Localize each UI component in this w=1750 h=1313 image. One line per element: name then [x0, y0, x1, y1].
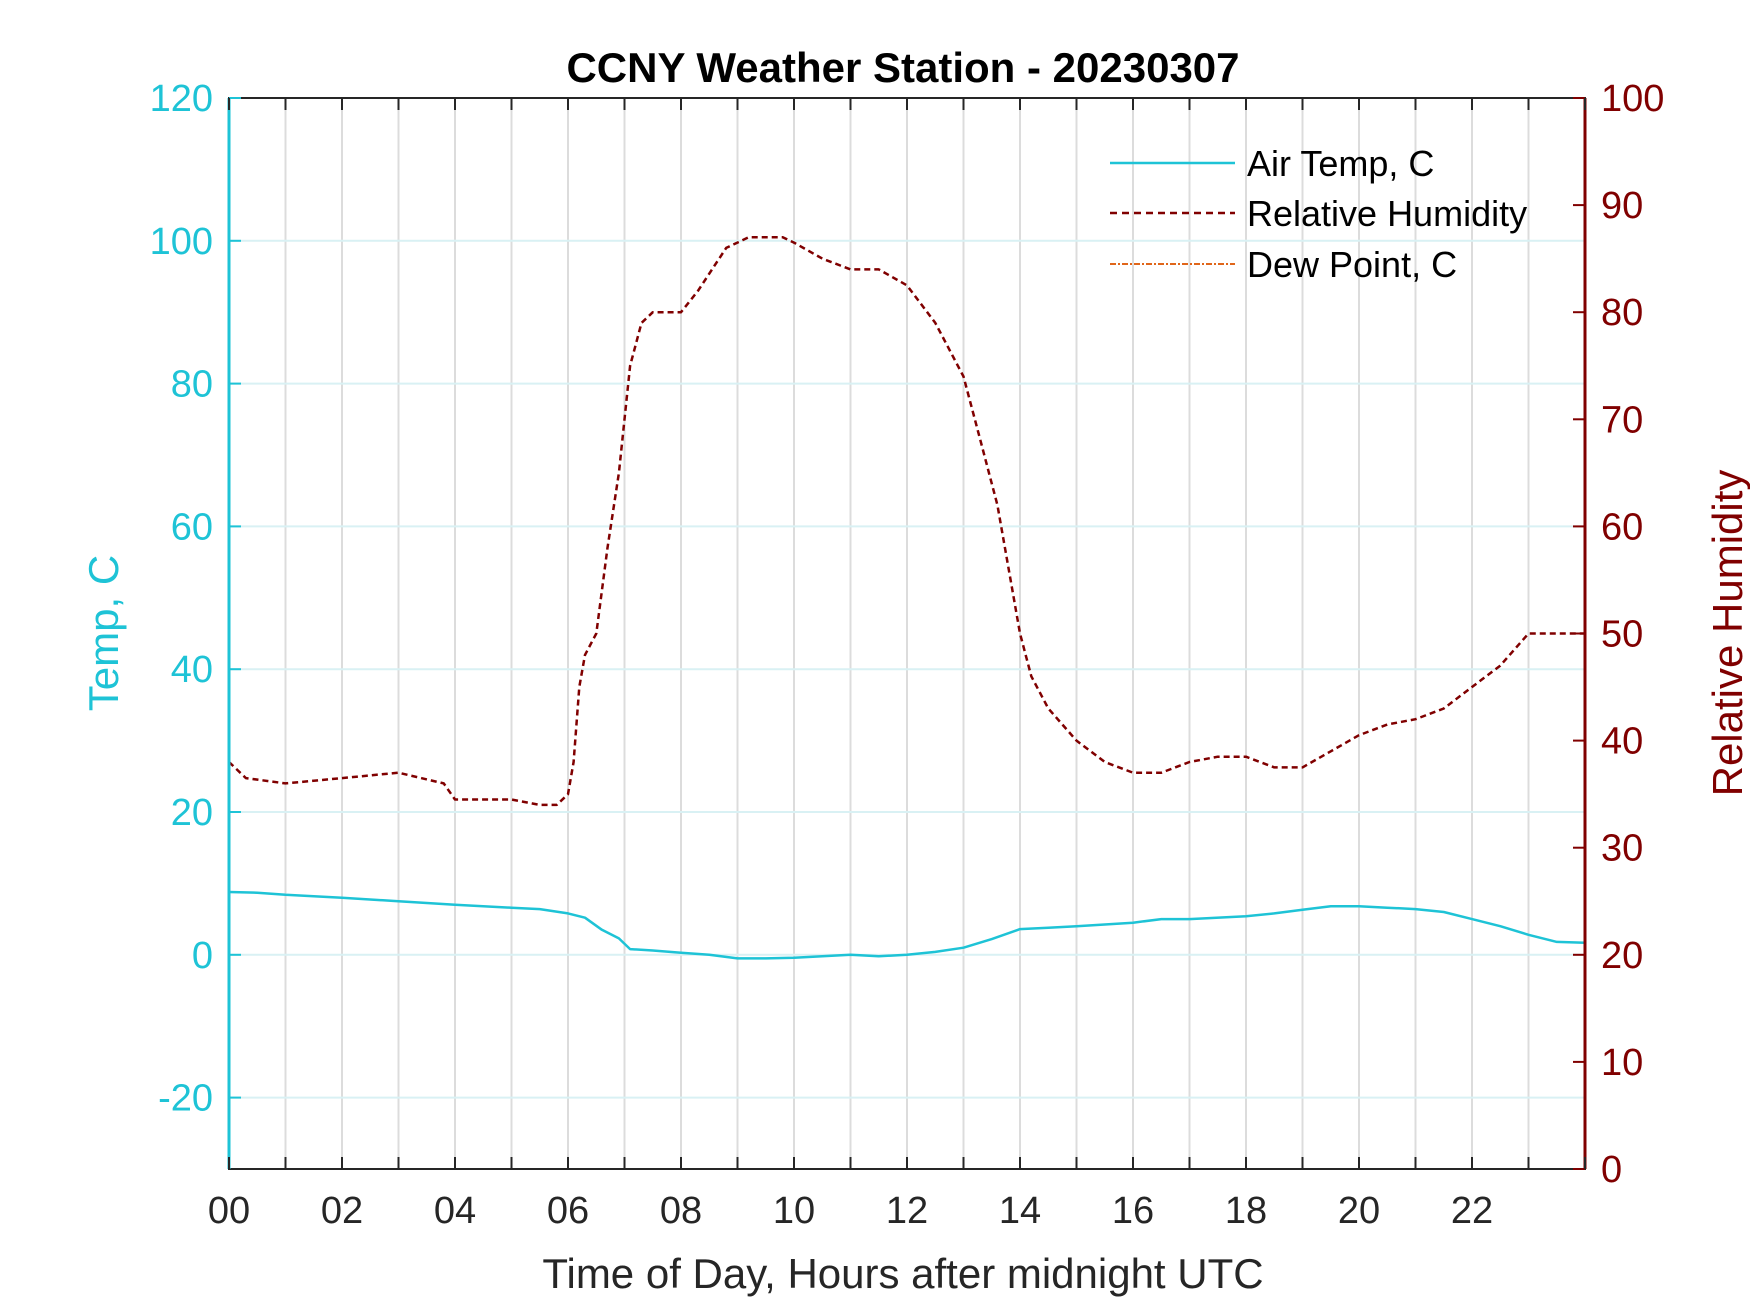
x-tick-label: 00 — [208, 1190, 250, 1232]
y-right-tick-label: 90 — [1601, 185, 1643, 227]
y-left-tick-label: 40 — [171, 649, 213, 691]
legend: Air Temp, C Relative Humidity Dew Point,… — [1110, 143, 1527, 285]
y-right-tick-label: 40 — [1601, 721, 1643, 763]
x-tick-label: 12 — [886, 1190, 928, 1232]
x-tick-label: 18 — [1225, 1190, 1267, 1232]
series-line-relative-humidity — [228, 235, 1585, 807]
x-tick-label: 20 — [1338, 1190, 1380, 1232]
y-right-tick-label: 80 — [1601, 292, 1643, 334]
y-axis-left-label: Temp, C — [80, 555, 127, 711]
series-line-air-temp-c — [228, 890, 1586, 960]
series-layer — [228, 235, 1586, 960]
x-tick-label: 16 — [1112, 1190, 1154, 1232]
x-tick-label: 10 — [773, 1190, 815, 1232]
x-tick-label: 08 — [660, 1190, 702, 1232]
x-tick-label: 14 — [999, 1190, 1041, 1232]
x-tick-label: 02 — [321, 1190, 363, 1232]
y-right-tick-label: 70 — [1601, 399, 1643, 441]
y-left-tick-label: 0 — [192, 935, 213, 977]
y-right-tick-label: 60 — [1601, 506, 1643, 548]
y-left-tick-label: 120 — [150, 78, 213, 120]
y-left-tick-label: 20 — [171, 792, 213, 834]
y-axis-right-label: Relative Humidity — [1704, 470, 1750, 797]
y-right-tick-label: 20 — [1601, 935, 1643, 977]
legend-label-relative-humidity: Relative Humidity — [1247, 193, 1527, 234]
y-right-tick-label: 100 — [1601, 78, 1664, 120]
y-right-tick-label: 50 — [1601, 614, 1643, 656]
y-left-tick-label: 80 — [171, 364, 213, 406]
y-left-tick-label: 100 — [150, 221, 213, 263]
x-tick-label: 22 — [1451, 1190, 1493, 1232]
chart-title: CCNY Weather Station - 20230307 — [566, 44, 1239, 91]
y-right-tick-label: 10 — [1601, 1042, 1643, 1084]
legend-label-dew-point: Dew Point, C — [1247, 244, 1457, 285]
y-left-tick-label: 60 — [171, 506, 213, 548]
y-right-tick-label: 30 — [1601, 828, 1643, 870]
legend-label-air-temp: Air Temp, C — [1247, 143, 1434, 184]
y-left-tick-label: -20 — [158, 1078, 213, 1120]
x-axis-label: Time of Day, Hours after midnight UTC — [542, 1250, 1263, 1297]
x-tick-label: 04 — [434, 1190, 476, 1232]
y-right-tick-label: 0 — [1601, 1149, 1622, 1191]
x-tick-label: 06 — [547, 1190, 589, 1232]
axes: -200204060801001200102030405060708090100… — [150, 78, 1665, 1232]
